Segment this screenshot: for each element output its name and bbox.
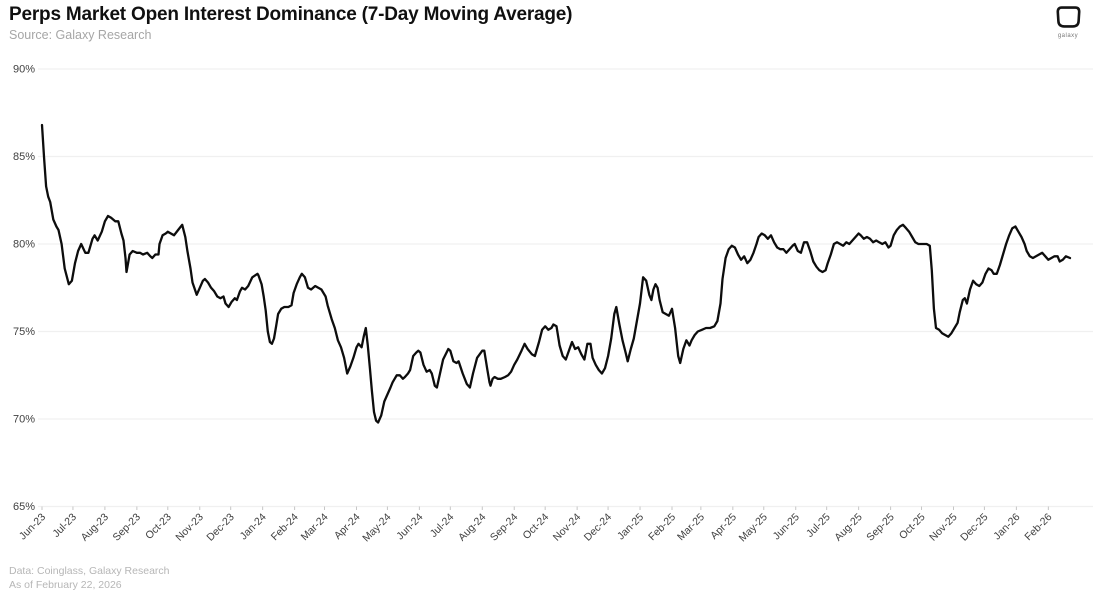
- x-tick-label: Oct-23: [143, 511, 174, 542]
- x-tick-label: Jul-24: [428, 511, 457, 540]
- x-tick-label: Jun-24: [394, 511, 425, 542]
- galaxy-logo-label: galaxy: [1057, 33, 1079, 39]
- x-axis-ticks: [41, 506, 1049, 510]
- x-tick-label: Feb-25: [646, 511, 678, 543]
- y-axis-labels: 90% 85% 80% 75% 70% 65%: [13, 64, 35, 514]
- source-subtitle: Source: Galaxy Research: [9, 28, 152, 42]
- y-tick-label: 85%: [13, 151, 35, 163]
- chart-header: Perps Market Open Interest Dominance (7-…: [9, 4, 572, 42]
- x-tick-label: Dec-24: [582, 511, 615, 544]
- x-tick-label: Apr-25: [708, 511, 739, 542]
- x-tick-label: May-25: [737, 511, 770, 544]
- y-tick-label: 90%: [13, 64, 35, 76]
- x-tick-label: Aug-25: [832, 511, 865, 544]
- y-tick-label: 75%: [13, 326, 35, 338]
- x-tick-label: Sep-23: [111, 511, 144, 544]
- x-tick-label: Jan-25: [615, 511, 646, 542]
- dominance-series-line: [40, 123, 1072, 424]
- x-tick-label: Feb-24: [269, 511, 301, 543]
- y-tick-label: 65%: [13, 501, 35, 513]
- x-tick-label: Aug-24: [456, 511, 489, 544]
- x-tick-label: Apr-24: [332, 511, 363, 542]
- x-tick-label: Jan-24: [238, 511, 269, 542]
- y-tick-label: 70%: [13, 414, 35, 426]
- x-tick-label: Jul-25: [804, 511, 833, 540]
- x-tick-label: Jun-23: [17, 511, 48, 542]
- x-tick-label: Dec-25: [958, 511, 991, 544]
- x-tick-label: Oct-24: [521, 511, 552, 542]
- x-tick-label: Jun-25: [771, 511, 802, 542]
- footer-data-source: Data: Coinglass, Galaxy Research: [9, 565, 170, 577]
- x-tick-label: Sep-25: [864, 511, 897, 544]
- galaxy-logo: galaxy: [1046, 6, 1090, 39]
- x-tick-label: Nov-24: [551, 511, 584, 544]
- footer-as-of-date: As of February 22, 2026: [9, 578, 122, 591]
- galaxy-logo-icon: [1056, 6, 1080, 28]
- y-gridlines: [38, 68, 1093, 508]
- x-tick-label: Dec-23: [204, 511, 237, 544]
- x-tick-label: Sep-24: [488, 511, 521, 544]
- x-axis-labels: Jun-23 Jul-23 Aug-23 Sep-23 Oct-23 Nov-23Dec-…: [17, 511, 1055, 544]
- x-tick-label: Nov-23: [173, 511, 206, 544]
- x-tick-label: May-24: [360, 511, 393, 544]
- y-tick-label: 80%: [13, 239, 35, 251]
- x-tick-label: Mar-24: [299, 511, 331, 543]
- x-tick-label: Feb-26: [1022, 511, 1054, 543]
- x-tick-label: Aug-23: [79, 511, 112, 544]
- x-tick-label: Nov-25: [927, 511, 960, 544]
- x-tick-label: Oct-25: [897, 511, 928, 542]
- x-tick-label: Mar-25: [675, 511, 707, 543]
- x-tick-label: Jul-23: [50, 511, 79, 540]
- page-title: Perps Market Open Interest Dominance (7-…: [9, 4, 573, 25]
- x-tick-label: Jan-26: [991, 511, 1022, 542]
- chart-footer: Data: Coinglass, Galaxy Research As of F…: [9, 565, 170, 592]
